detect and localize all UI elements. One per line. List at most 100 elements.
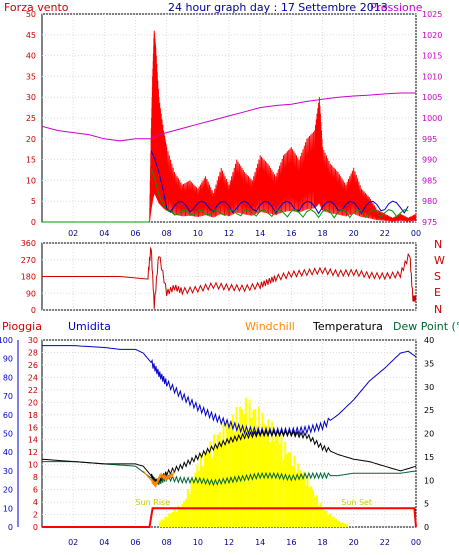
solar-bar xyxy=(211,457,214,527)
solar-bar xyxy=(306,476,309,527)
humidity-tick-label: 20 xyxy=(3,486,13,495)
wind-tick-label: 50 xyxy=(26,10,36,19)
wind-average-line xyxy=(150,150,409,215)
x-tick-label-p1: 02 xyxy=(68,229,78,238)
chart-title: 24 hour graph day : 17 Settembre 2013 xyxy=(168,1,388,14)
solar-bar xyxy=(301,474,303,527)
direction-tick-label: 180 xyxy=(21,273,36,282)
pressure-label: Pressione xyxy=(370,1,423,14)
wind-tick-label: 25 xyxy=(26,114,36,123)
temperature-tick-label: 15 xyxy=(424,453,434,462)
wind-tick-label: 0 xyxy=(31,218,36,227)
x-tick-label-p1: 14 xyxy=(255,229,265,238)
x-tick-label-p1: 06 xyxy=(130,229,140,238)
solar-bar xyxy=(272,441,275,527)
solar-bar xyxy=(248,400,251,527)
solar-bar xyxy=(194,472,197,527)
solar-bar xyxy=(162,519,165,527)
solar-bar xyxy=(297,463,300,527)
rain-tick-label: 2 xyxy=(33,511,38,520)
humidity-line xyxy=(42,345,417,437)
windchill-line xyxy=(142,469,175,488)
solar-bar xyxy=(190,479,193,527)
wind-tick-label: 20 xyxy=(26,135,36,144)
solar-bar xyxy=(325,511,328,527)
rain-tick-label: 30 xyxy=(28,336,38,345)
x-tick-label-p3: 06 xyxy=(130,538,140,547)
x-tick-label-p1: 16 xyxy=(286,229,296,238)
pressure-tick-label: 995 xyxy=(422,135,437,144)
solar-bar xyxy=(265,425,268,527)
wind-tick-label: 5 xyxy=(31,197,36,206)
solar-bar xyxy=(259,433,262,527)
x-tick-label-p1: 18 xyxy=(317,229,327,238)
humidity-tick-label: 80 xyxy=(3,373,13,382)
temperature-tick-label: 35 xyxy=(424,359,434,368)
rain-tick-label: 20 xyxy=(28,398,38,407)
x-tick-label-p3: 14 xyxy=(255,538,265,547)
humidity-tick-label: 10 xyxy=(3,504,13,513)
solar-bar xyxy=(205,452,208,527)
sunrise-label: Sun Rise xyxy=(136,498,171,507)
solar-bar xyxy=(338,521,341,527)
solar-bar xyxy=(276,435,279,527)
solar-bar xyxy=(317,505,320,527)
humidity-tick-label: 0 xyxy=(8,523,13,532)
solar-bar xyxy=(177,505,180,527)
wind-tick-label: 15 xyxy=(26,156,36,165)
x-tick-label-p3: 22 xyxy=(380,538,390,547)
solar-bar xyxy=(342,522,345,527)
solar-bar xyxy=(198,470,201,527)
rain-tick-label: 6 xyxy=(33,486,38,495)
direction-tick-label: 90 xyxy=(26,289,36,298)
direction-tick-label: 0 xyxy=(31,306,36,315)
solar-bar xyxy=(200,454,202,527)
solar-bar xyxy=(334,518,337,527)
rain-tick-label: 0 xyxy=(33,523,38,532)
x-tick-label-p3: 18 xyxy=(317,538,327,547)
wind-tick-label: 35 xyxy=(26,72,36,81)
solar-bar xyxy=(293,455,296,527)
rain-tick-label: 28 xyxy=(28,348,38,357)
solar-bar xyxy=(216,434,219,527)
solar-bar xyxy=(241,409,244,527)
direction-tick-label: 360 xyxy=(21,239,36,248)
x-tick-label-p1: 12 xyxy=(224,229,234,238)
rain-tick-label: 10 xyxy=(28,461,38,470)
temperature-tick-label: 30 xyxy=(424,383,434,392)
wind-tick-label: 10 xyxy=(26,176,36,185)
solar-bar xyxy=(196,464,199,527)
temperature-line xyxy=(41,429,417,486)
solar-bar xyxy=(185,498,188,527)
solar-bar xyxy=(314,496,317,527)
compass-n-bottom: N xyxy=(434,303,442,316)
wind-tick-label: 45 xyxy=(26,31,36,40)
solar-bar xyxy=(239,406,242,527)
solar-bar xyxy=(158,521,161,527)
x-tick-label-p3: 20 xyxy=(349,538,359,547)
wind-min-line xyxy=(150,168,409,219)
solar-bar xyxy=(344,523,346,527)
x-tick-label-p1: 08 xyxy=(162,229,172,238)
solar-bar xyxy=(168,513,171,527)
solar-bar xyxy=(229,423,232,527)
compass-w: W xyxy=(434,254,445,267)
humidity-tick-label: 60 xyxy=(3,411,13,420)
solar-bar xyxy=(244,397,247,527)
wind-tick-label: 40 xyxy=(26,52,36,61)
solar-bar xyxy=(213,434,216,527)
pressure-tick-label: 1000 xyxy=(422,114,442,123)
x-tick-label-p3: 12 xyxy=(224,538,234,547)
solar-bar xyxy=(173,509,176,527)
rain-line xyxy=(42,507,417,528)
compass-e: E xyxy=(434,286,441,299)
compass-s: S xyxy=(434,270,441,283)
pressure-tick-label: 1025 xyxy=(422,10,442,19)
solar-bar xyxy=(170,513,173,527)
solar-bar xyxy=(233,432,236,527)
humidity-tick-label: 30 xyxy=(3,467,13,476)
temperature-tick-label: 0 xyxy=(424,523,429,532)
solar-bar xyxy=(224,444,227,527)
x-tick-label-p1: 04 xyxy=(99,229,109,238)
